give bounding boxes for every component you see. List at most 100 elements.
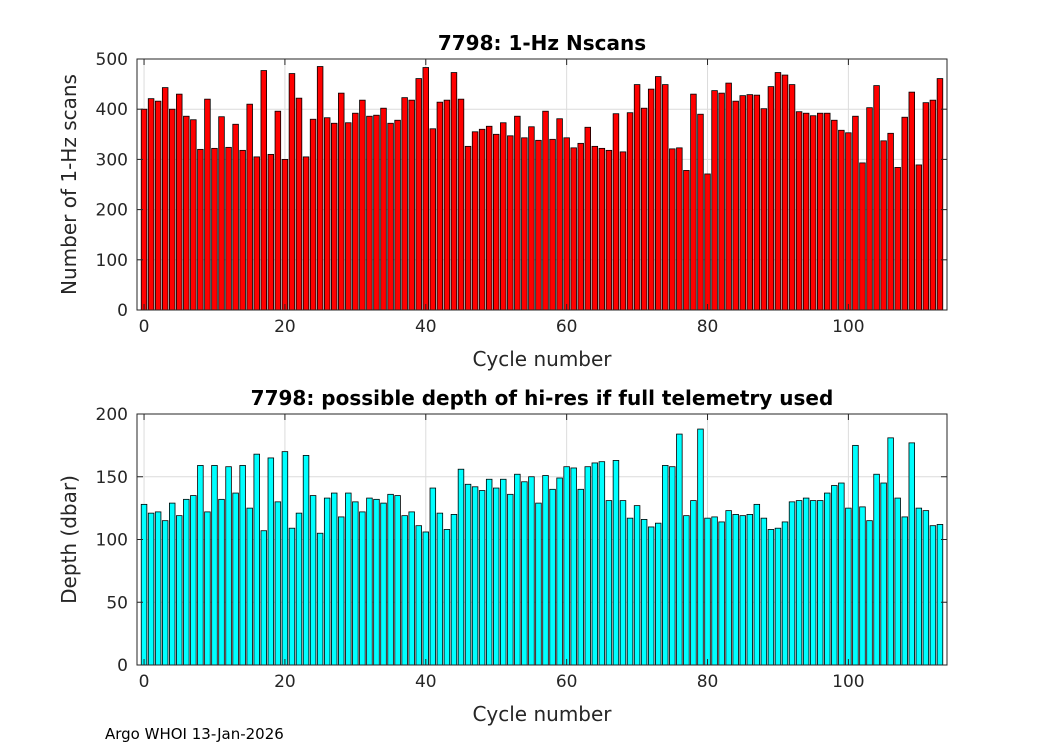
bar: [626, 517, 634, 666]
bar: [795, 500, 803, 666]
bar: [338, 92, 345, 311]
bar: [338, 516, 345, 666]
bar: [640, 107, 648, 311]
bar: [894, 497, 901, 666]
bar: [408, 511, 415, 666]
bar: [781, 521, 789, 666]
bar: [605, 500, 613, 666]
bar: [485, 478, 493, 666]
x-tick-label: 80: [697, 317, 719, 337]
bar: [183, 498, 190, 666]
bar: [140, 503, 148, 666]
bar: [464, 145, 472, 311]
x-axis-label: Cycle number: [472, 702, 612, 726]
bar: [718, 92, 725, 311]
bar: [429, 128, 437, 311]
bar: [619, 151, 627, 311]
x-tick-label: 100: [832, 672, 864, 692]
bar: [352, 112, 359, 311]
bar: [605, 149, 613, 311]
bar: [295, 512, 303, 666]
bar: [676, 433, 683, 666]
bar: [359, 511, 366, 666]
bar: [394, 495, 401, 666]
bar: [556, 118, 563, 311]
bar: [598, 147, 606, 311]
bar: [218, 116, 225, 311]
bar: [929, 525, 937, 666]
bar: [281, 158, 289, 311]
bar: [232, 492, 239, 666]
bar: [330, 492, 338, 666]
bar: [478, 490, 486, 666]
bar: [147, 512, 155, 666]
nscans-plot: 0 20 40 60 80 100 0 100 200 300 400 500 7798: 1-Hz N…: [57, 31, 948, 371]
bar: [774, 72, 782, 311]
bar: [549, 488, 556, 666]
axes-box: [136, 58, 948, 311]
bar: [161, 87, 169, 311]
bar: [507, 135, 514, 311]
bar: [281, 451, 289, 666]
bar: [274, 501, 282, 666]
bar: [922, 102, 930, 311]
bar: [873, 85, 880, 311]
y-tick-label: 0: [117, 301, 128, 321]
bar: [704, 173, 711, 311]
bar: [492, 487, 500, 666]
bar: [345, 492, 352, 666]
bar: [802, 112, 810, 311]
bar: [359, 99, 366, 311]
bar: [845, 507, 852, 666]
bar: [274, 110, 282, 311]
bar: [732, 514, 739, 666]
bar: [774, 527, 782, 666]
bar: [788, 84, 796, 311]
bar: [570, 467, 577, 666]
y-tick-label: 0: [117, 656, 128, 676]
bar: [633, 84, 641, 311]
bar: [760, 517, 768, 666]
bar: [647, 88, 655, 311]
bar: [316, 532, 324, 666]
bar: [647, 526, 655, 666]
bar: [633, 505, 641, 666]
bar: [598, 461, 606, 666]
bar: [612, 460, 620, 666]
bar: [739, 95, 746, 311]
bar: [859, 506, 866, 666]
bar: [380, 502, 387, 666]
bar: [824, 112, 831, 311]
bar: [161, 520, 169, 666]
bar: [422, 67, 430, 311]
bar: [725, 82, 732, 311]
bar: [753, 503, 761, 666]
bar: [676, 147, 683, 311]
bar: [901, 516, 908, 666]
bar: [908, 442, 915, 666]
bar: [880, 482, 887, 666]
bar: [894, 167, 901, 311]
x-tick-label: 60: [556, 317, 578, 337]
x-tick-label: 40: [415, 672, 437, 692]
bar: [471, 486, 479, 666]
bar: [880, 140, 887, 311]
bar: [739, 515, 746, 666]
bar: [795, 111, 803, 311]
bar: [563, 466, 570, 666]
bar: [183, 115, 190, 311]
bar: [697, 428, 704, 666]
bar: [422, 531, 430, 666]
bar: [408, 99, 415, 311]
y-tick-label: 50: [106, 593, 128, 613]
bar: [514, 473, 521, 666]
bar: [746, 514, 753, 666]
y-tick-label: 100: [96, 531, 128, 551]
x-tick-label: 20: [274, 672, 296, 692]
x-axis-label: Cycle number: [472, 347, 612, 371]
bar: [239, 149, 246, 311]
bar: [500, 122, 507, 311]
bar: [500, 478, 507, 666]
bar: [478, 128, 486, 311]
